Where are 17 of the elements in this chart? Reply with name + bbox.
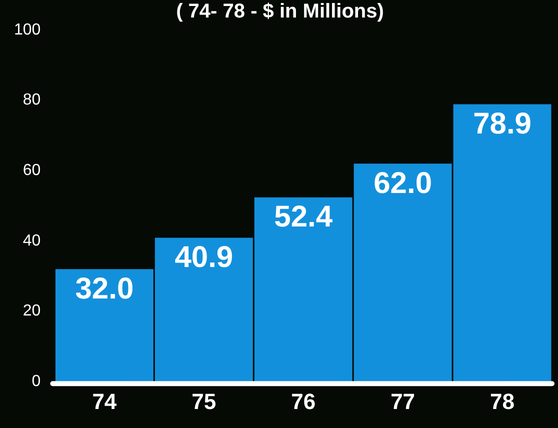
y-tick-label: 60	[22, 162, 41, 180]
y-tick-label: 80	[22, 92, 41, 109]
chart-title: ( 74- 78 - $ in Millions)	[176, 0, 384, 23]
x-tick-label: 76	[291, 388, 316, 414]
x-tick-label: 75	[192, 388, 216, 414]
y-tick-label: 0	[32, 373, 41, 390]
data-label: 78.9	[473, 107, 532, 140]
x-tick-label: 77	[390, 388, 416, 414]
data-label: 40.9	[174, 241, 234, 274]
y-tick-label: 20	[22, 302, 41, 320]
y-tick-label: 40	[22, 232, 41, 250]
y-tick-label: 100	[14, 21, 41, 38]
x-tick-label: 78	[490, 388, 515, 414]
data-label: 52.4	[274, 200, 333, 234]
data-label: 32.0	[75, 272, 134, 306]
data-label: 62.0	[374, 166, 432, 200]
x-tick-label: 74	[92, 388, 118, 414]
